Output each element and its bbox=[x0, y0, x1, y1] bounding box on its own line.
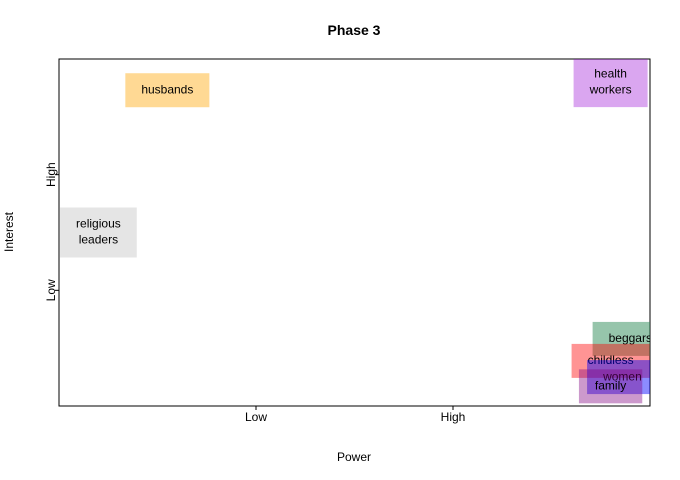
stakeholder-childless: childless bbox=[571, 343, 650, 378]
plot-frame bbox=[58, 58, 651, 407]
x-tick-label: Low bbox=[245, 410, 267, 424]
stakeholder-label: leaders bbox=[79, 233, 118, 247]
x-axis-label: Power bbox=[337, 450, 371, 464]
stakeholder-label: husbands bbox=[141, 82, 193, 96]
stakeholder-box bbox=[587, 360, 650, 395]
stakeholder-religious-leaders: religious leaders bbox=[60, 207, 137, 258]
stakeholder-family: family bbox=[578, 369, 643, 404]
y-tick-label: High bbox=[44, 162, 58, 187]
x-tick-label: High bbox=[441, 410, 466, 424]
stakeholder-box bbox=[578, 369, 643, 404]
stakeholder-box bbox=[571, 343, 650, 378]
stakeholder-label: family bbox=[595, 379, 626, 393]
stakeholder-label: childless bbox=[588, 353, 634, 367]
stakeholder-husbands: husbands bbox=[125, 73, 210, 108]
stakeholder-beggars: beggars bbox=[592, 321, 652, 356]
stakeholder-box bbox=[573, 59, 648, 108]
stakeholder-health-workers: health workers bbox=[573, 59, 648, 108]
chart-title: Phase 3 bbox=[328, 22, 381, 38]
stakeholder-label: health bbox=[594, 66, 627, 80]
stakeholder-label: workers bbox=[589, 82, 632, 96]
stakeholder-box bbox=[592, 321, 650, 356]
stakeholder-box bbox=[60, 207, 137, 258]
stakeholder-label: women bbox=[602, 369, 642, 383]
y-axis-label: Interest bbox=[2, 211, 16, 252]
stakeholder-box bbox=[125, 73, 210, 108]
stakeholder-label: religious bbox=[76, 217, 121, 231]
y-tick-label: Low bbox=[44, 279, 58, 301]
stakeholder-women: women bbox=[587, 360, 650, 395]
stakeholder-label: beggars bbox=[609, 331, 652, 345]
